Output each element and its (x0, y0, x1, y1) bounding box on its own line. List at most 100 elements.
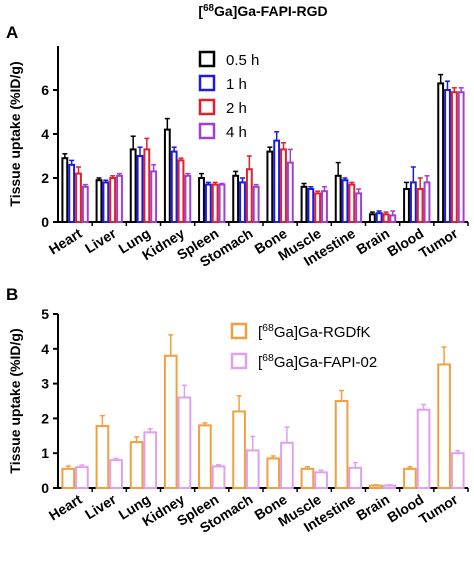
bar (348, 183, 356, 224)
bar (245, 168, 253, 223)
bar (334, 400, 349, 489)
bar (307, 188, 315, 223)
bar (170, 150, 178, 224)
bar (129, 148, 137, 223)
bar (252, 185, 260, 224)
bar (314, 471, 328, 489)
bar (266, 150, 274, 224)
bar (211, 183, 219, 224)
panel-label: A (6, 23, 18, 42)
x-tick-label: Tumor (416, 225, 461, 261)
x-tick-label: Liver (82, 225, 119, 257)
bar (300, 185, 308, 224)
bar (150, 170, 158, 223)
y-tick-label: 2 (41, 170, 49, 186)
y-tick-label: 3 (41, 376, 49, 392)
bar (321, 190, 328, 223)
bar (450, 452, 465, 490)
bar (143, 431, 158, 490)
bar (61, 157, 69, 223)
bar (382, 484, 397, 489)
bar (198, 177, 205, 223)
bar (348, 466, 363, 490)
x-tick-label: Tumor (416, 491, 461, 527)
bar (75, 172, 82, 224)
bar (286, 161, 294, 224)
bar (375, 212, 383, 223)
bar (198, 424, 212, 489)
bar (457, 91, 465, 223)
bar (211, 465, 226, 490)
bar (95, 179, 103, 223)
bar (444, 89, 451, 223)
bar (232, 410, 246, 489)
bar (163, 354, 178, 490)
x-tick-label: Brain (353, 491, 392, 524)
legend-label: 0.5 h (226, 52, 259, 69)
bar (300, 467, 315, 489)
y-tick-label: 4 (41, 126, 49, 142)
x-tick-label: Heart (46, 491, 85, 524)
y-tick-label: 6 (41, 82, 49, 98)
bar (266, 457, 281, 490)
bar (450, 91, 458, 223)
legend-swatch (198, 74, 216, 92)
legend-label: 4 h (226, 124, 247, 141)
panel-label: B (6, 285, 18, 304)
bar (437, 363, 451, 489)
y-axis-label: Tissue uptake (%ID/g) (7, 328, 23, 473)
legend-swatch (230, 352, 248, 370)
y-tick-label: 4 (41, 341, 49, 357)
bar (341, 179, 349, 223)
chart-title: [68Ga]Ga-FAPI-RGD (198, 3, 327, 20)
bar (232, 174, 240, 224)
bar (95, 425, 110, 489)
bar (61, 467, 76, 489)
bar (102, 181, 110, 223)
bar (382, 213, 390, 224)
y-tick-label: 5 (41, 306, 49, 322)
legend-swatch (230, 322, 248, 340)
bar (280, 441, 294, 490)
bar (163, 128, 171, 224)
x-tick-label: Brain (353, 225, 392, 258)
bar (68, 163, 76, 224)
legend-label: [68Ga]Ga-RGDfK (258, 322, 371, 341)
x-tick-label: Heart (46, 225, 85, 258)
bar (355, 192, 363, 223)
bar (136, 155, 144, 223)
bar (109, 177, 117, 223)
bar (81, 185, 89, 224)
legend-swatch (198, 98, 216, 116)
bar (184, 174, 192, 224)
x-tick-label: Liver (82, 491, 119, 523)
y-axis-label: Tissue uptake (%ID/g) (7, 61, 23, 206)
bar (75, 466, 89, 489)
bar (109, 459, 123, 490)
bar (204, 183, 212, 224)
bar (409, 181, 417, 223)
bar (416, 408, 431, 490)
bar (245, 449, 260, 489)
y-tick-label: 0 (41, 214, 49, 230)
bar (239, 181, 246, 223)
bar (423, 181, 431, 223)
bar (129, 441, 144, 489)
bar (403, 188, 410, 223)
y-tick-label: 1 (41, 445, 49, 461)
bar (389, 214, 397, 223)
bar (273, 139, 281, 224)
legend-label: 2 h (226, 100, 247, 117)
bar (403, 467, 417, 489)
legend-swatch (198, 50, 216, 68)
bar (368, 213, 376, 224)
bar (218, 183, 226, 224)
bar (368, 484, 383, 489)
bar (334, 174, 342, 224)
y-tick-label: 2 (41, 410, 49, 426)
bar (437, 82, 445, 224)
bar (116, 174, 123, 224)
legend-swatch (198, 122, 216, 140)
bar (280, 148, 287, 223)
